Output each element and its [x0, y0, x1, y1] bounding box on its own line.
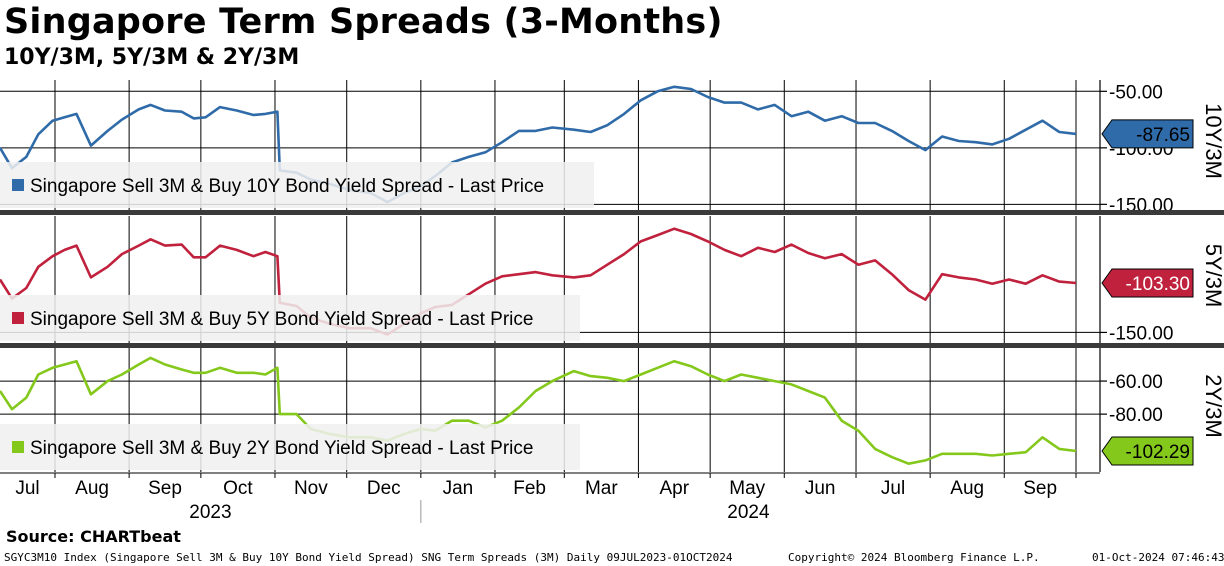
x-tick-label: Nov — [294, 478, 328, 499]
legend-label: Singapore Sell 3M & Buy 2Y Bond Yield Sp… — [30, 438, 533, 459]
panel-name-label: 5Y/3M — [1201, 244, 1224, 308]
series-line-2y-3m — [0, 356, 1077, 466]
series-line-5y-3m — [0, 227, 1077, 336]
y-tick-label: -50.00 — [1109, 82, 1163, 103]
x-year-label: 2024 — [727, 502, 770, 523]
legend-swatch — [12, 179, 24, 191]
y-tick-label: -150.00 — [1109, 323, 1173, 344]
x-tick-label: Jun — [805, 478, 836, 499]
legend-box — [0, 162, 594, 208]
last-value-tag-shape — [1101, 268, 1194, 298]
x-year-label: 2023 — [189, 502, 231, 523]
x-tick-label: Sep — [148, 478, 182, 499]
last-value-label: -102.29 — [1126, 442, 1190, 463]
legend-label: Singapore Sell 3M & Buy 10Y Bond Yield S… — [30, 176, 544, 197]
source-note: Source: CHARTbeat — [6, 527, 181, 546]
last-value-tag: -102.29 — [1101, 436, 1194, 466]
chart-title: Singapore Term Spreads (3-Months) — [4, 2, 723, 42]
x-tick-label: Apr — [660, 478, 690, 499]
x-tick-label: Sep — [1023, 478, 1057, 499]
footer-copyright: Copyright© 2024 Bloomberg Finance L.P. — [788, 551, 1040, 564]
x-tick-label: Feb — [513, 478, 546, 499]
last-value-label: -87.65 — [1136, 125, 1190, 146]
legend-swatch — [12, 312, 24, 324]
panel-name-label: 2Y/3M — [1201, 374, 1224, 438]
panel-separator — [0, 210, 1224, 215]
legend-box — [0, 424, 580, 470]
chart-subtitle: 10Y/3M, 5Y/3M & 2Y/3M — [4, 45, 300, 70]
footer-description: SGYC3M10 Index (Singapore Sell 3M & Buy … — [4, 551, 733, 564]
x-tick-label: Jul — [881, 478, 905, 499]
last-value-tag-shape — [1101, 119, 1194, 149]
panel-separator — [0, 343, 1224, 348]
footer-timestamp: 01-Oct-2024 07:46:43 — [1092, 551, 1224, 564]
last-value-tag: -103.30 — [1101, 268, 1194, 298]
legend-box — [0, 295, 580, 341]
x-tick-label: Aug — [75, 478, 109, 499]
y-tick-label: -60.00 — [1109, 372, 1163, 393]
x-tick-label: Jul — [15, 478, 39, 499]
last-value-tag: -87.65 — [1101, 119, 1194, 149]
last-value-tag-shape — [1101, 436, 1194, 466]
series-line-10y-3m — [0, 85, 1077, 204]
legend-label: Singapore Sell 3M & Buy 5Y Bond Yield Sp… — [30, 309, 533, 330]
panel-name-label: 10Y/3M — [1201, 103, 1224, 179]
x-tick-label: Mar — [585, 478, 618, 499]
x-tick-label: Oct — [223, 478, 253, 499]
y-tick-label: -80.00 — [1109, 405, 1163, 426]
last-value-label: -103.30 — [1126, 274, 1190, 295]
legend-swatch — [12, 441, 24, 453]
x-tick-label: May — [729, 478, 765, 499]
x-tick-label: Jan — [443, 478, 474, 499]
x-tick-label: Aug — [950, 478, 984, 499]
x-tick-label: Dec — [367, 478, 401, 499]
